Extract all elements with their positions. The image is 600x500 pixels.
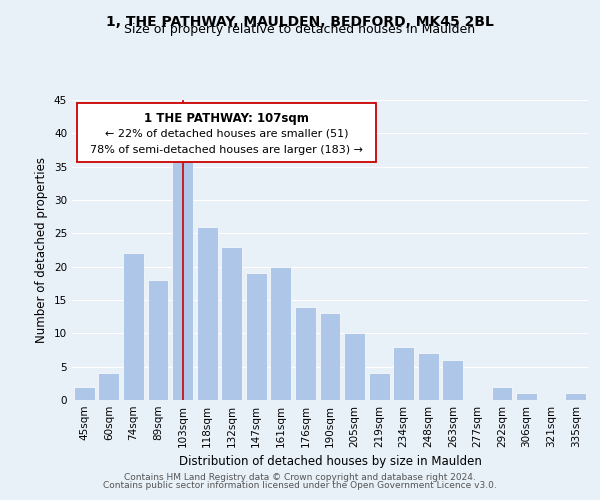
Bar — [246, 274, 267, 400]
Bar — [295, 306, 316, 400]
Text: Size of property relative to detached houses in Maulden: Size of property relative to detached ho… — [124, 22, 476, 36]
Bar — [516, 394, 537, 400]
Bar — [197, 226, 218, 400]
Bar — [148, 280, 169, 400]
Bar — [320, 314, 340, 400]
Bar — [271, 266, 292, 400]
Bar — [418, 354, 439, 400]
Text: 78% of semi-detached houses are larger (183) →: 78% of semi-detached houses are larger (… — [90, 146, 363, 156]
Text: ← 22% of detached houses are smaller (51): ← 22% of detached houses are smaller (51… — [105, 128, 349, 138]
Bar — [344, 334, 365, 400]
Bar — [172, 154, 193, 400]
Bar — [74, 386, 95, 400]
Bar — [368, 374, 389, 400]
Bar — [123, 254, 144, 400]
Bar — [393, 346, 414, 400]
Text: 1, THE PATHWAY, MAULDEN, BEDFORD, MK45 2BL: 1, THE PATHWAY, MAULDEN, BEDFORD, MK45 2… — [106, 15, 494, 29]
Bar — [491, 386, 512, 400]
X-axis label: Distribution of detached houses by size in Maulden: Distribution of detached houses by size … — [179, 456, 481, 468]
Text: Contains HM Land Registry data © Crown copyright and database right 2024.: Contains HM Land Registry data © Crown c… — [124, 472, 476, 482]
Y-axis label: Number of detached properties: Number of detached properties — [35, 157, 49, 343]
Bar — [221, 246, 242, 400]
Bar — [98, 374, 119, 400]
Text: Contains public sector information licensed under the Open Government Licence v3: Contains public sector information licen… — [103, 481, 497, 490]
Text: 1 THE PATHWAY: 107sqm: 1 THE PATHWAY: 107sqm — [145, 112, 309, 125]
Bar — [442, 360, 463, 400]
FancyBboxPatch shape — [77, 103, 376, 162]
Bar — [565, 394, 586, 400]
